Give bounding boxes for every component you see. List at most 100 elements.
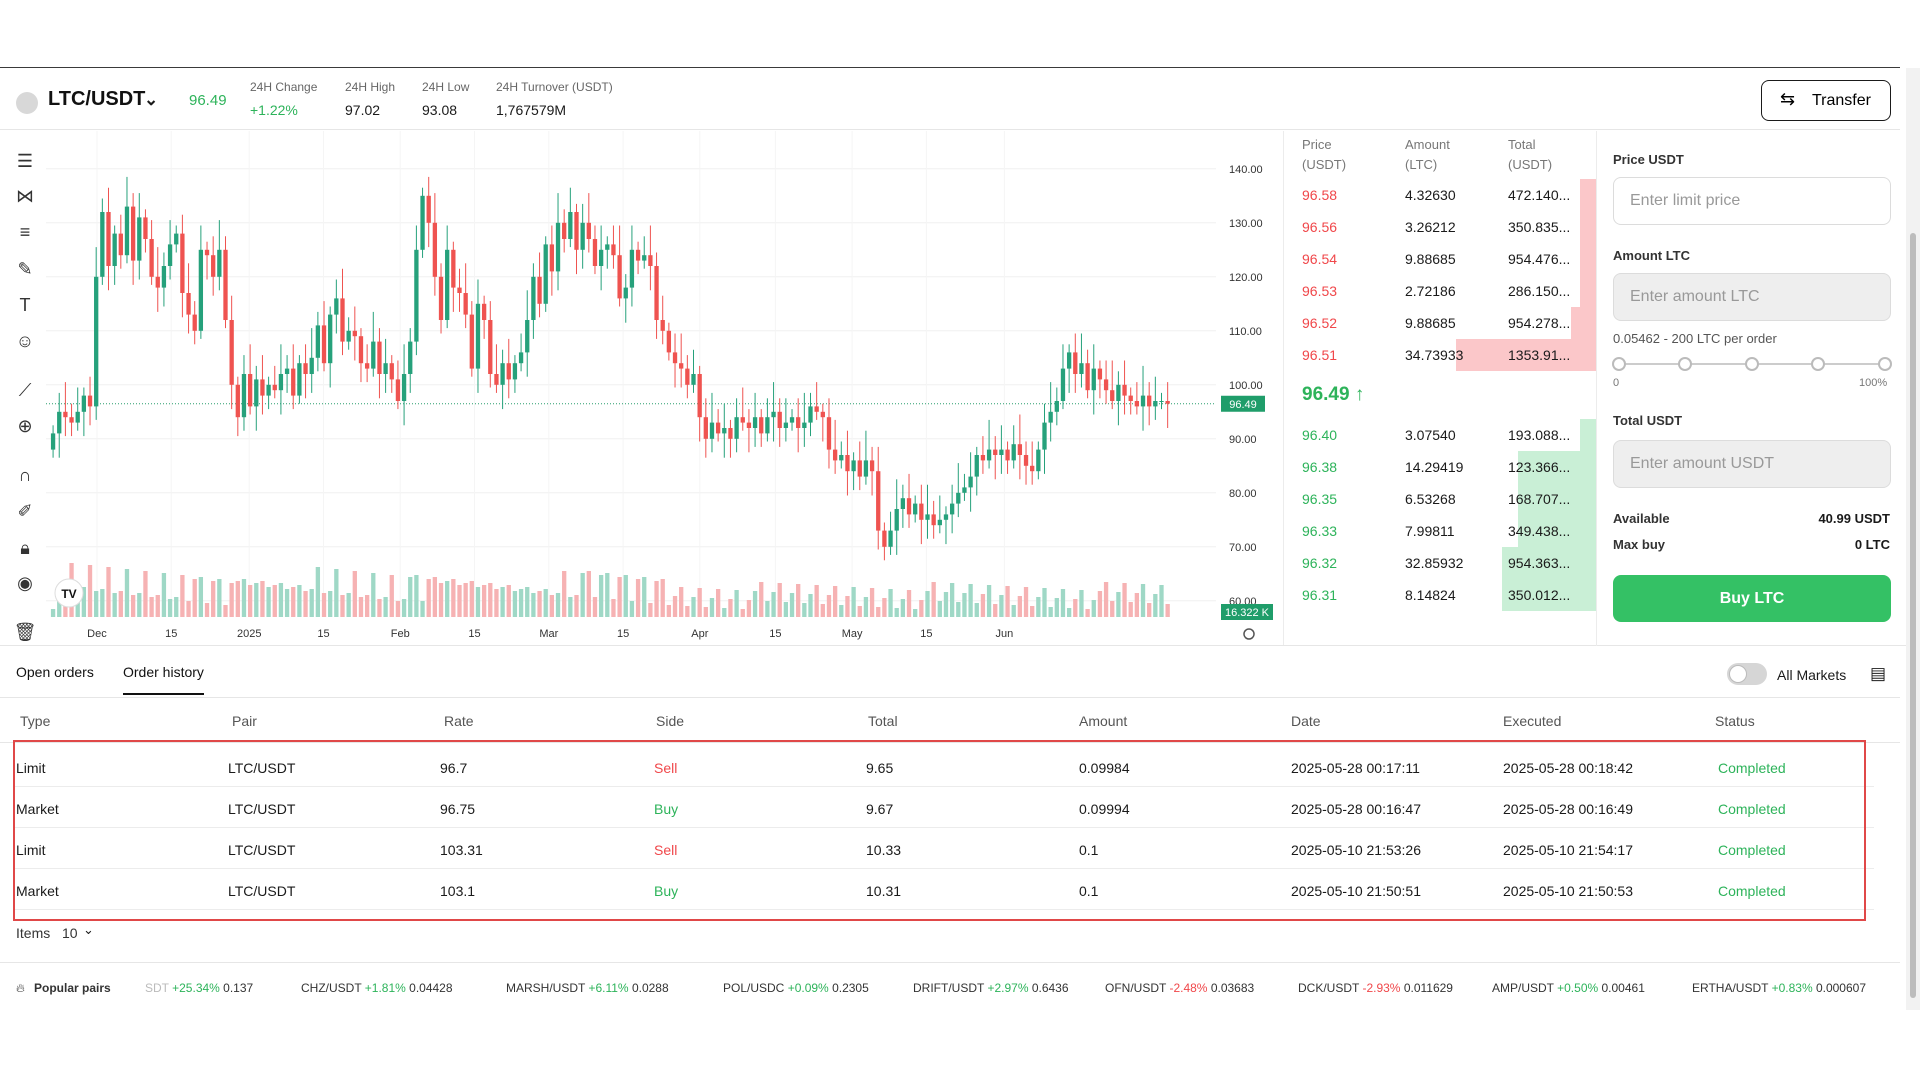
magnet-icon[interactable]: ∩ (18, 465, 32, 485)
candle-body (900, 498, 906, 509)
volume-bar (617, 577, 622, 617)
candle-body (802, 422, 807, 428)
candle-body (1091, 368, 1096, 391)
tab-order-history[interactable]: Order history (123, 664, 204, 695)
lock-draw-icon[interactable]: ✐ (17, 501, 33, 521)
pair-selector[interactable]: LTC/USDT (48, 88, 146, 110)
orderbook-row[interactable]: 96.54 9.88685 954.476... (1284, 243, 1596, 275)
ticker-price: 0.04428 (409, 981, 453, 995)
orderbook-row[interactable]: 96.53 2.72186 286.150... (1284, 275, 1596, 307)
slider-step[interactable] (1678, 357, 1692, 371)
orderbook-row[interactable]: 96.52 9.88685 954.278... (1284, 307, 1596, 339)
ob-amount: 4.32630 (1405, 187, 1456, 203)
candle-body (999, 449, 1004, 455)
table-row[interactable]: Limit LTC/USDT 103.31 Sell 10.33 0.1 2025-05-1… (14, 828, 1874, 869)
candle-body (857, 460, 862, 477)
stat-value: 1,767579M (496, 102, 567, 118)
amount-slider[interactable] (1612, 357, 1892, 371)
volume-bar (1036, 597, 1041, 617)
menu-icon[interactable]: ☰ (16, 151, 34, 171)
ticker-item[interactable]: DRIFT/USDT +2.97% 0.6436 (913, 981, 1069, 995)
candle-body (660, 320, 665, 331)
trash-icon[interactable]: 🗑︎ (13, 622, 37, 642)
orderbook-row[interactable]: 96.56 3.26212 350.835... (1284, 211, 1596, 243)
ticker-item[interactable]: OFN/USDT -2.48% 0.03683 (1105, 981, 1254, 995)
current-price-tag (1221, 395, 1265, 412)
emoji-icon[interactable]: ☺ (15, 331, 35, 351)
ruler-icon[interactable]: ⟋ (18, 380, 32, 400)
transfer-button[interactable]: ⇆ Transfer (1761, 80, 1891, 121)
candle-body (777, 411, 782, 428)
fib-icon[interactable]: ≡ (19, 222, 31, 242)
chevron-down-icon[interactable]: ⌄ (144, 90, 159, 109)
ticker-item[interactable]: MARSH/USDT +6.11% 0.0288 (506, 981, 669, 995)
ticker-item[interactable]: ERTHA/USDT +0.83% 0.000607 (1692, 981, 1866, 995)
ticker-item[interactable]: POL/USDC +0.09% 0.2305 (723, 981, 869, 995)
slider-knob[interactable] (1612, 357, 1626, 371)
candlestick-chart[interactable]: 140.00 130.00 120.00 110.00 100.00 90.00 80.00… (46, 131, 1284, 646)
eye-icon[interactable]: ◉ (17, 573, 33, 593)
orderbook-row[interactable]: 96.32 32.85932 954.363... (1284, 547, 1596, 579)
candle-body (525, 320, 530, 353)
ticker-item[interactable]: DCK/USDT -2.93% 0.011629 (1298, 981, 1453, 995)
orderbook-row[interactable]: 96.51 34.73933 1353.91... (1284, 339, 1596, 371)
cell-executed: 2025-05-28 00:18:42 (1503, 760, 1633, 776)
ob-header-line: (USDT) (1302, 157, 1347, 172)
lock-icon[interactable]: 🔒︎ (20, 538, 30, 558)
slider-step[interactable] (1745, 357, 1759, 371)
volume-bar (284, 589, 290, 617)
buy-ltc-button[interactable]: Buy LTC (1613, 575, 1891, 622)
all-markets-toggle[interactable] (1727, 663, 1767, 685)
last-price: 96.49 (189, 92, 227, 109)
slider-step[interactable] (1878, 357, 1892, 371)
candle-body (1073, 352, 1078, 374)
table-row[interactable]: Limit LTC/USDT 96.7 Sell 9.65 0.09984 2025-05-… (14, 746, 1874, 787)
candle-body (1134, 401, 1140, 407)
amount-input[interactable]: Enter amount LTC (1613, 273, 1891, 321)
volume-bar (832, 586, 838, 617)
table-row[interactable]: Market LTC/USDT 103.1 Buy 10.31 0.1 2025-05-10… (14, 869, 1874, 910)
ticker-change: +6.11% (588, 981, 632, 995)
ticker-change: +0.83% (1771, 981, 1816, 995)
items-per-page-select[interactable]: 10 (62, 925, 78, 941)
candle-body (703, 417, 708, 439)
pattern-icon[interactable]: ⋈ (16, 186, 34, 206)
ob-amount: 14.29419 (1405, 459, 1464, 475)
volume-bar (352, 571, 357, 617)
brush-icon[interactable]: ✎ (17, 259, 33, 279)
depth-bar (1580, 419, 1596, 451)
transfer-icon: ⇆ (1780, 89, 1796, 109)
scrollbar-thumb[interactable] (1910, 233, 1916, 998)
candle-body (1042, 422, 1047, 450)
ticker-item[interactable]: AMP/USDT +0.50% 0.00461 (1492, 981, 1645, 995)
price-input[interactable]: Enter limit price (1613, 177, 1891, 225)
orderbook-row[interactable]: 96.40 3.07540 193.088... (1284, 419, 1596, 451)
total-input[interactable]: Enter amount USDT (1613, 440, 1891, 488)
orderbook-row[interactable]: 96.38 14.29419 123.366... (1284, 451, 1596, 483)
ticker-item[interactable]: CHZ/USDT +1.81% 0.04428 (301, 981, 453, 995)
ticker-pair: OFN/USDT (1105, 981, 1170, 995)
volume-bar (660, 579, 665, 617)
stat-value: 97.02 (345, 102, 381, 118)
chevron-down-icon[interactable]: ⌄ (83, 922, 94, 937)
zoom-in-icon[interactable]: ⊕ (17, 416, 33, 436)
orderbook-row[interactable]: 96.33 7.99811 349.438... (1284, 515, 1596, 547)
ticker-price: 0.0288 (631, 981, 669, 995)
page-scrollbar[interactable] (1906, 68, 1920, 1010)
text-icon[interactable]: T (19, 295, 31, 315)
tab-open-orders[interactable]: Open orders (16, 664, 94, 680)
table-row[interactable]: Market LTC/USDT 96.75 Buy 9.67 0.09994 2025-05… (14, 787, 1874, 828)
candle-body (50, 433, 56, 450)
candle-body (445, 249, 450, 320)
price-chart[interactable]: 140.00 130.00 120.00 110.00 100.00 90.00 80.00… (46, 131, 1284, 646)
stat-label: 24H Turnover (USDT) (496, 80, 613, 94)
volume-bar (229, 583, 234, 617)
orderbook-row[interactable]: 96.31 8.14824 350.012... (1284, 579, 1596, 611)
export-document-icon[interactable]: ▤ (1870, 664, 1887, 683)
volume-bar (94, 591, 99, 617)
ticker-item[interactable]: SDT +25.34% 0.137 (145, 981, 253, 995)
orderbook-row[interactable]: 96.58 4.32630 472.140... (1284, 179, 1596, 211)
slider-step[interactable] (1811, 357, 1825, 371)
candle-body (1048, 411, 1053, 423)
orderbook-row[interactable]: 96.35 6.53268 168.707... (1284, 483, 1596, 515)
